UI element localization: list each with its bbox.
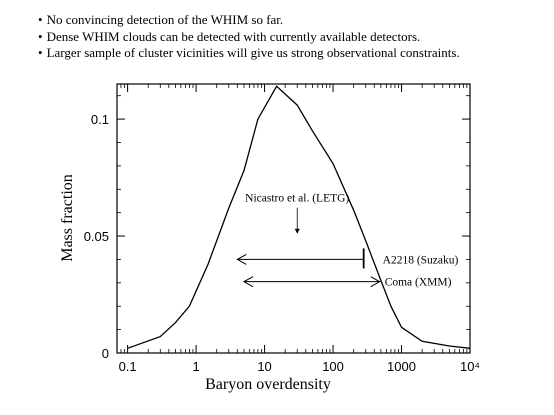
a2218-arrow-head bbox=[236, 253, 247, 265]
y-tick-label: 0.1 bbox=[91, 112, 109, 127]
y-axis-ticks: 0 0.05 0.1 bbox=[84, 95, 470, 361]
nicastro-arrow-head bbox=[294, 228, 300, 234]
x-tick-label: 1 bbox=[192, 359, 199, 374]
y-tick-label: 0.05 bbox=[84, 229, 109, 244]
x-tick-label: 0.1 bbox=[119, 359, 137, 374]
bullet-list: No convincing detection of the WHIM so f… bbox=[38, 12, 460, 62]
nicastro-annotation-label: Nicastro et al. (LETG) bbox=[245, 193, 349, 205]
mass-fraction-curve bbox=[127, 85, 471, 349]
coma-left-arrow-head bbox=[242, 276, 254, 288]
a2218-annotation-label: A2218 (Suzaku) bbox=[383, 254, 459, 266]
bullet-item: No convincing detection of the WHIM so f… bbox=[38, 12, 460, 29]
bullet-item: Larger sample of cluster vicinities will… bbox=[38, 45, 460, 62]
plot-frame bbox=[116, 83, 471, 354]
x-tick-label: 10 bbox=[257, 359, 271, 374]
x-tick-label: 1000 bbox=[387, 359, 416, 374]
coma-annotation-label: Coma (XMM) bbox=[385, 277, 452, 289]
coma-right-arrow-head bbox=[370, 276, 381, 288]
y-axis-title: Mass fraction bbox=[59, 174, 76, 262]
x-tick-label: 10⁴ bbox=[460, 359, 480, 374]
x-axis-ticks: 0.1 1 10 100 1000 10⁴ bbox=[116, 84, 480, 374]
x-axis-title: Baryon overdensity bbox=[205, 376, 331, 393]
bullet-item: Dense WHIM clouds can be detected with c… bbox=[38, 29, 460, 46]
y-tick-label: 0 bbox=[102, 346, 109, 361]
x-tick-label: 100 bbox=[322, 359, 344, 374]
